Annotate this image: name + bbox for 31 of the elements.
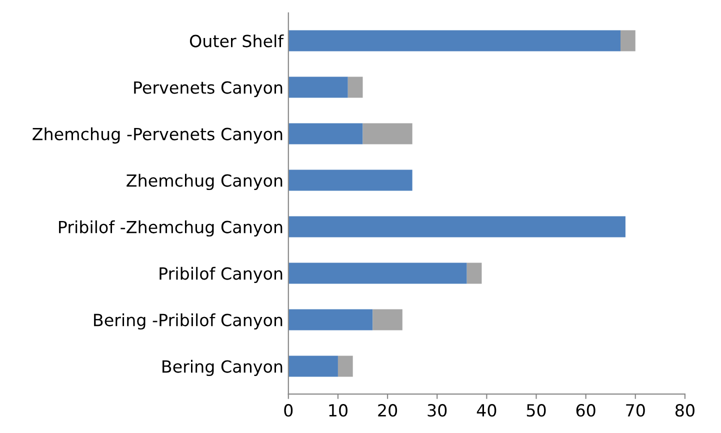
- y-tick-label: Pribilof Canyon: [160, 266, 282, 284]
- x-tick-label: 20: [378, 404, 398, 417]
- y-tick-label: Outer Shelf: [190, 34, 284, 48]
- bar: [288, 309, 373, 330]
- x-tick-label: 10: [329, 404, 348, 417]
- bar: [288, 76, 348, 98]
- x-tick-label: 50: [526, 404, 546, 417]
- y-tick-label: Bering Canyon: [162, 360, 282, 376]
- bar: [348, 76, 363, 98]
- x-tick-label: 70: [626, 404, 645, 417]
- bar: [362, 123, 412, 144]
- bar: [288, 356, 338, 377]
- y-tick-label: Zhemchug -Pervenets Canyon: [32, 127, 282, 144]
- x-tick-label: 60: [576, 404, 596, 417]
- x-tick-label: 80: [675, 404, 694, 417]
- y-tick-label: Bering -Pribilof Canyon: [94, 313, 282, 330]
- x-tick-label: 30: [428, 404, 447, 417]
- bar: [338, 356, 353, 377]
- bar: [288, 216, 626, 238]
- bar: [372, 309, 402, 330]
- y-tick-label: Pribilof -Zhemchug Canyon: [59, 220, 282, 237]
- bar: [620, 30, 636, 52]
- bar: [288, 30, 621, 52]
- y-tick-label: Zhemchug Canyon: [126, 174, 282, 190]
- bar: [288, 123, 363, 144]
- bar: [288, 170, 412, 191]
- bar: [288, 262, 467, 284]
- y-tick-label: Pervenets Canyon: [134, 81, 282, 98]
- x-tick-label: 0: [284, 404, 293, 417]
- bar: [466, 262, 482, 284]
- x-tick-label: 40: [476, 404, 496, 417]
